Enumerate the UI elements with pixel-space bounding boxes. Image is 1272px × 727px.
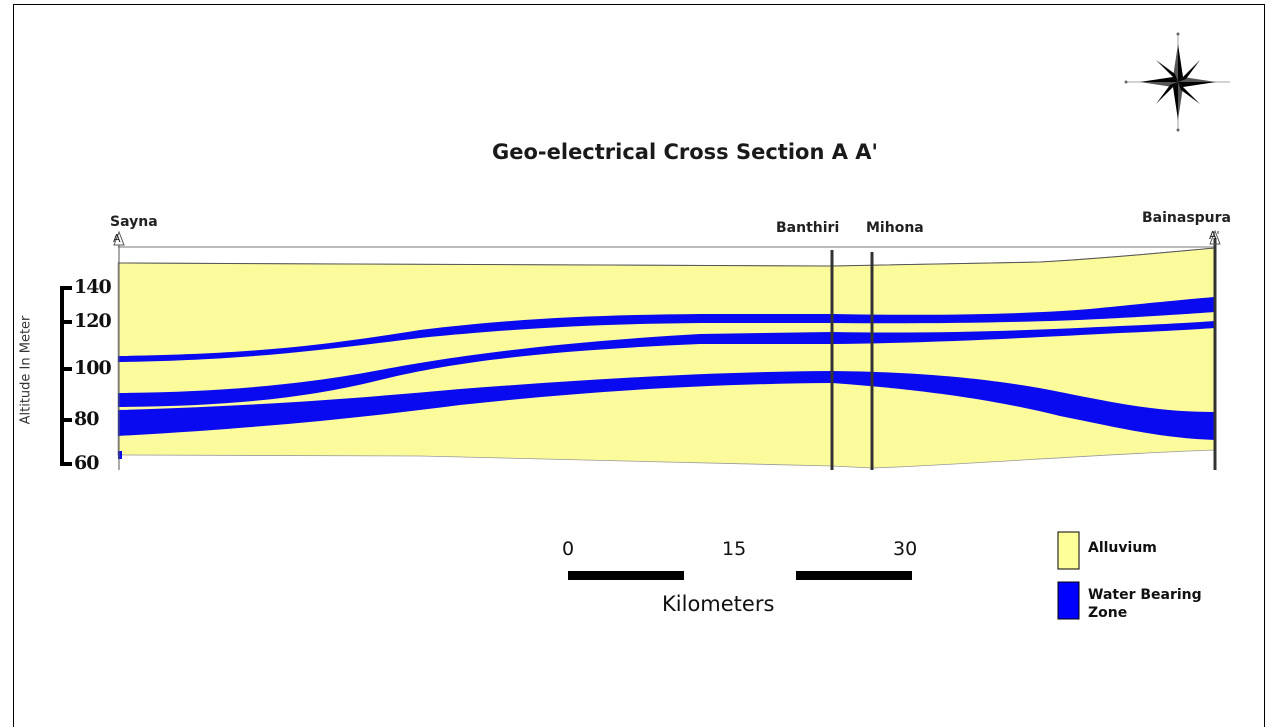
scale-bar-segment-2	[796, 571, 912, 580]
location-label-sayna: Sayna	[110, 214, 158, 230]
figure-frame	[13, 4, 1265, 727]
marker-a-triangle	[113, 230, 125, 246]
scale-unit-label: Kilometers	[662, 592, 775, 616]
y-tick-label-80: 80	[74, 408, 99, 430]
scale-tick-0: 0	[562, 538, 575, 560]
marker-a-prime-label: A'	[1209, 229, 1220, 242]
legend-swatch-alluvium	[1057, 531, 1080, 570]
marker-a-prime-triangle	[1209, 229, 1221, 245]
y-tick-label-120: 120	[74, 310, 112, 332]
alluvium-body	[117, 247, 1216, 469]
legend-label-alluvium: Alluvium	[1088, 540, 1157, 556]
y-axis-label: Altitude In Meter	[18, 315, 34, 425]
y-tick-label-60: 60	[74, 452, 99, 474]
legend-label-water: Water Bearing Zone	[1088, 587, 1202, 621]
scale-tick-15: 15	[722, 538, 747, 560]
scale-tick-30: 30	[893, 538, 918, 560]
water-zone-middle	[118, 321, 1215, 407]
location-label-banthiri: Banthiri	[776, 220, 840, 236]
diagram-title: Geo-electrical Cross Section A A'	[492, 140, 878, 164]
location-label-bainaspura: Bainaspura	[1142, 210, 1232, 226]
compass-rose-icon	[1124, 32, 1230, 132]
y-tick-label-140: 140	[74, 276, 112, 298]
location-label-mihona: Mihona	[866, 220, 924, 236]
surface-profile-line	[117, 247, 1216, 267]
legend-swatch-water	[1057, 581, 1080, 620]
water-zone-stub	[118, 451, 122, 459]
scale-bar-segment-1	[568, 571, 684, 580]
water-zone-lower	[118, 371, 1215, 440]
water-zone-upper	[118, 297, 1215, 362]
y-tick-label-100: 100	[74, 357, 112, 379]
marker-a-label: A	[113, 232, 121, 245]
